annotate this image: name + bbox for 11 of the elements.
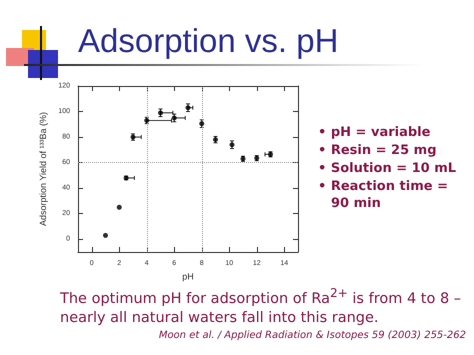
y-axis-title: Adsorption Yield of ¹³³Ba (%) xyxy=(38,112,48,226)
x-axis-title: pH xyxy=(182,272,194,282)
text: The optimum pH for adsorption of Ra$^{2+}$ is from 4 to 8 – nearly all natural waters fall into this range. xyxy=(60,285,462,328)
chart-title: Adsorption vs. pH xyxy=(78,22,338,60)
text: • Resin = 25 mg xyxy=(318,142,438,159)
text: • Reaction time = 90 min xyxy=(318,178,449,212)
point xyxy=(103,232,108,238)
text: • Solution = 10 mL xyxy=(318,160,458,177)
point xyxy=(116,204,122,210)
text: Moon et al. / Applied Radiation & Isotopes 59 (2003) 255-262 xyxy=(158,330,466,341)
text: • pH = variable xyxy=(318,124,432,141)
